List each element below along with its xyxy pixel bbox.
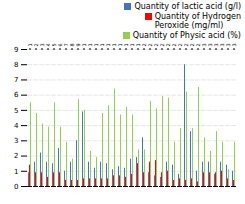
svg-text:35: 35 (231, 43, 237, 47)
svg-text:5: 5 (14, 107, 18, 115)
html-text:Quantity of Physic acid (%): Quantity of Physic acid (%) (132, 31, 241, 40)
svg-text:2: 2 (32, 43, 39, 47)
svg-text:8: 8 (68, 43, 75, 47)
svg-text:6: 6 (56, 43, 63, 47)
svg-text:9: 9 (74, 43, 81, 47)
svg-text:2: 2 (14, 152, 18, 160)
svg-text:5: 5 (50, 43, 57, 47)
svg-text:4: 4 (44, 43, 51, 47)
html-text:Quantity of lactic acid (g/l): Quantity of lactic acid (g/l) (134, 2, 241, 11)
svg-text:3: 3 (14, 137, 18, 145)
svg-text:4: 4 (14, 122, 19, 130)
svg-text:8: 8 (14, 61, 18, 69)
svg-text:1: 1 (26, 43, 33, 47)
svg-text:9: 9 (14, 46, 18, 54)
svg-text:0: 0 (14, 183, 18, 191)
svg-text:7: 7 (62, 43, 69, 47)
svg-text:3: 3 (38, 43, 45, 47)
svg-text:1: 1 (14, 168, 18, 176)
svg-text:6: 6 (14, 91, 19, 99)
html-text:Quantity of Hydrogen Peroxide: Quantity of Hydrogen Peroxide (mg/ml) (154, 12, 241, 30)
svg-text:7: 7 (14, 76, 18, 84)
